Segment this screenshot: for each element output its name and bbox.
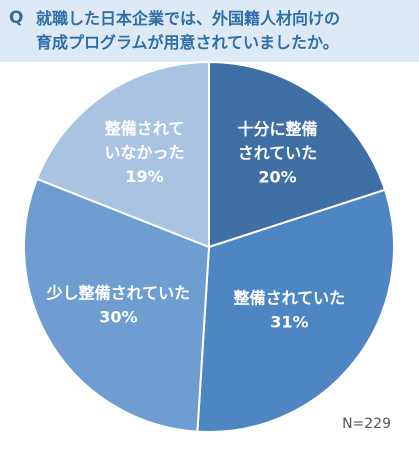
slice-value-label-somewhat-prepared: 30%: [99, 307, 137, 326]
sample-size-label: N=229: [342, 416, 391, 432]
slice-category-label-prepared: 整備されていた: [233, 288, 346, 307]
pie-slice-prepared: [196, 188, 395, 433]
slice-category-label-not-prepared: いなかった: [105, 143, 185, 162]
slice-value-label-not-prepared: 19%: [125, 167, 163, 186]
question-marker: Q: [9, 8, 24, 28]
question-bar: Q 就職した日本企業では、外国籍人材向けの 育成プログラムが用意されていましたか…: [0, 0, 419, 62]
slice-value-label-prepared: 31%: [270, 312, 308, 331]
pie-slice-somewhat-prepared: [23, 177, 211, 433]
slice-value-label-fully-prepared: 20%: [258, 168, 296, 187]
pie-slice-fully-prepared: [208, 60, 387, 249]
slice-category-label-fully-prepared: 十分に整備: [237, 120, 317, 139]
question-text: 就職した日本企業では、外国籍人材向けの 育成プログラムが用意されていましたか。: [36, 9, 341, 52]
slice-category-label-fully-prepared: されていた: [238, 144, 318, 163]
slice-category-label-not-prepared: 整備されて: [104, 119, 185, 138]
pie-slice-not-prepared: [35, 60, 210, 249]
slice-category-label-somewhat-prepared: 少し整備されていた: [46, 283, 191, 302]
